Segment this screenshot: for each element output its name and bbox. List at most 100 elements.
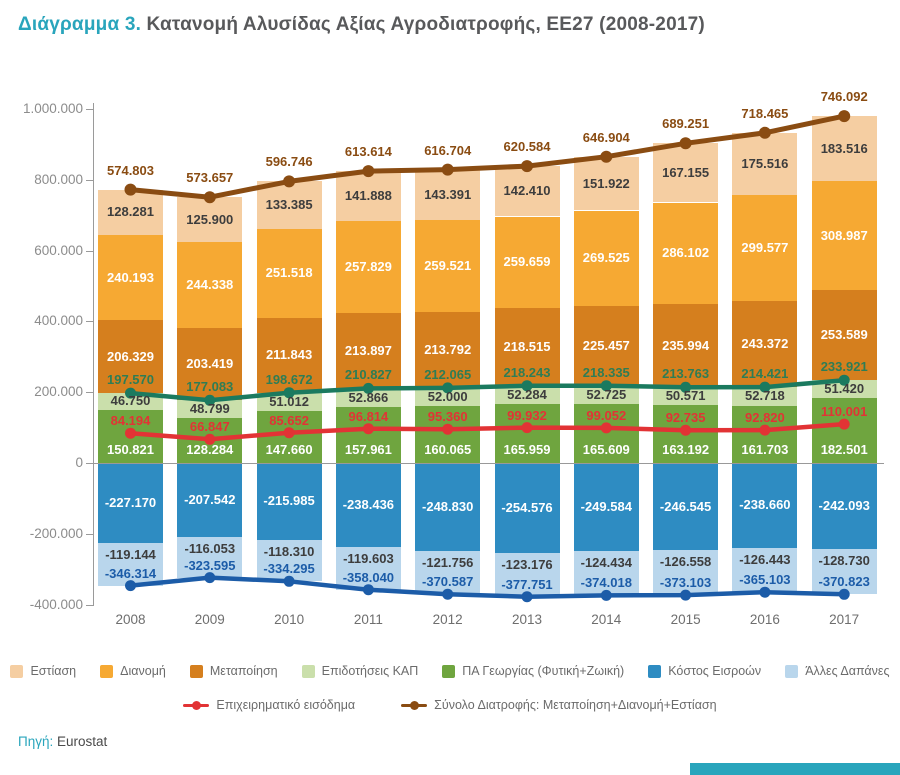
legend-item-label: Εστίαση (30, 664, 77, 678)
bar-segment-dianomi (653, 202, 719, 304)
data-label: -116.053 (184, 540, 236, 556)
data-label: 206.329 (107, 348, 154, 364)
legend-swatch-icon (301, 664, 315, 678)
legend-item-label: Επιδοτήσεις ΚΑΠ (321, 664, 419, 678)
y-axis-tick (86, 604, 93, 606)
y-axis-tick-label: 0 (75, 455, 83, 470)
bar-segment-kostos-eisroon (732, 463, 798, 548)
legend-item-synolo-diatrofis: Σύνολο Διατροφής: Μεταποίηση+Διανομή+Εστ… (401, 698, 717, 712)
legend-swatch-icon (442, 664, 456, 678)
data-label: -334.295 (263, 561, 315, 577)
data-label: -242.093 (818, 497, 870, 513)
legend-swatch-icon (785, 664, 799, 678)
data-label: 269.525 (582, 250, 630, 266)
data-label: 99.932 (507, 407, 547, 423)
data-label: 218.243 (503, 364, 551, 380)
legend-item-label: Επιχειρηματικό εισόδημα (216, 698, 356, 712)
y-axis-tick (86, 392, 93, 394)
x-axis-year-label: 2015 (670, 612, 701, 627)
data-label: -207.542 (184, 491, 236, 507)
data-label: -370.823 (818, 574, 870, 590)
y-axis-tick-label: -400.000 (29, 596, 83, 612)
data-label: 203.419 (186, 356, 234, 372)
data-label: 213.763 (662, 366, 710, 382)
bar-segment-metapoiisi (811, 290, 877, 381)
data-label: -128.730 (818, 552, 870, 568)
data-label: 128.281 (107, 204, 154, 220)
bar-segment-alles-dapanes (256, 539, 322, 582)
data-label: 125.900 (186, 211, 234, 227)
bar-segment-kostos-eisroon (256, 463, 322, 540)
y-axis-tick (86, 250, 93, 252)
legend-item-pa-georgias: ΠΑ Γεωργίας (Φυτική+Ζωική) (442, 664, 624, 678)
data-label: -246.545 (659, 498, 712, 514)
data-label: -238.436 (342, 497, 395, 513)
data-label: 233.921 (820, 359, 868, 375)
y-axis-tick-label: -200.000 (29, 525, 83, 541)
legend-swatch-icon (100, 664, 114, 678)
bar-segment-dianomi (256, 228, 322, 318)
y-axis-tick (86, 321, 93, 323)
bar-segment-dianomi (732, 194, 798, 301)
data-label: 213.792 (424, 342, 472, 358)
legend-swatch-icon (10, 664, 24, 678)
data-label: 48.799 (189, 401, 230, 416)
data-label: 175.516 (741, 155, 789, 171)
data-label: 133.385 (265, 197, 313, 212)
data-label: 257.829 (344, 259, 392, 274)
data-label: 244.338 (186, 277, 234, 293)
legend-item-alles-dapanes: Άλλες Δαπάνες (785, 664, 890, 678)
data-label: 286.102 (662, 245, 710, 261)
legend-item-label: Σύνολο Διατροφής: Μεταποίηση+Διανομή+Εστ… (434, 698, 717, 712)
bar-segment-kostos-eisroon (335, 463, 401, 548)
data-label: -248.830 (422, 499, 474, 514)
legend-item-epidotiseis-kap: Επιδοτήσεις ΚΑΠ (301, 664, 419, 678)
data-label: 99.052 (586, 407, 627, 423)
legend-item-label: ΠΑ Γεωργίας (Φυτική+Ζωική) (462, 664, 625, 678)
legend-swatch-icon (189, 664, 203, 678)
data-label: 573.657 (186, 170, 234, 186)
bar-segment-dianomi (335, 221, 401, 313)
chart-title-text: Κατανομή Αλυσίδας Αξίας Αγροδιατροφής, Ε… (141, 14, 705, 35)
x-axis-year-label: 2013 (511, 612, 543, 627)
legend-item-kostos-eisroon: Κόστος Εισροών (648, 664, 761, 678)
bar-segment-metapoiisi (573, 305, 639, 386)
legend-item-metapoiisi: Μεταποίηση (189, 664, 278, 678)
x-axis-year-label: 2017 (829, 612, 860, 627)
data-label: 746.092 (820, 89, 868, 105)
legend-item-label: Μεταποίηση (209, 664, 278, 678)
data-label: 253.589 (820, 327, 868, 343)
y-axis-tick-label: 400.000 (34, 313, 83, 329)
legend-swatch-icon (648, 664, 662, 678)
bar-segment-dianomi (98, 235, 163, 320)
data-label: 718.465 (741, 105, 789, 121)
y-axis-tick (86, 463, 93, 464)
bar-segment-kostos-eisroon (415, 463, 481, 552)
source-value: Eurostat (53, 734, 108, 749)
data-label: 214.421 (741, 366, 789, 382)
bar-segment-dianomi (415, 220, 481, 313)
data-label: 225.457 (582, 337, 630, 353)
y-axis-tick-label: 1.000.000 (22, 101, 83, 116)
data-label: 299.577 (741, 239, 789, 255)
y-axis-tick-label: 600.000 (34, 242, 83, 258)
x-axis-year-label: 2016 (749, 612, 780, 627)
data-label: 259.659 (503, 254, 551, 270)
data-label: -121.756 (422, 555, 474, 571)
legend-item-label: Άλλες Δαπάνες (805, 664, 890, 678)
x-axis-year-label: 2009 (194, 612, 225, 627)
bar-segment-dianomi (494, 216, 560, 309)
data-label: -124.434 (580, 555, 632, 571)
data-label: -126.558 (659, 554, 712, 570)
zero-gridline (93, 463, 884, 464)
data-label: 128.284 (186, 442, 234, 457)
data-label: -238.660 (739, 497, 791, 513)
legend-item-label: Διανομή (120, 664, 166, 678)
data-label: 51.420 (824, 381, 865, 397)
bar-segment-metapoiisi (494, 308, 560, 386)
data-label: -123.176 (501, 557, 553, 573)
bar-segment-kostos-eisroon (573, 463, 639, 552)
data-label: -215.985 (263, 493, 315, 509)
x-axis-year-label: 2008 (115, 612, 146, 627)
